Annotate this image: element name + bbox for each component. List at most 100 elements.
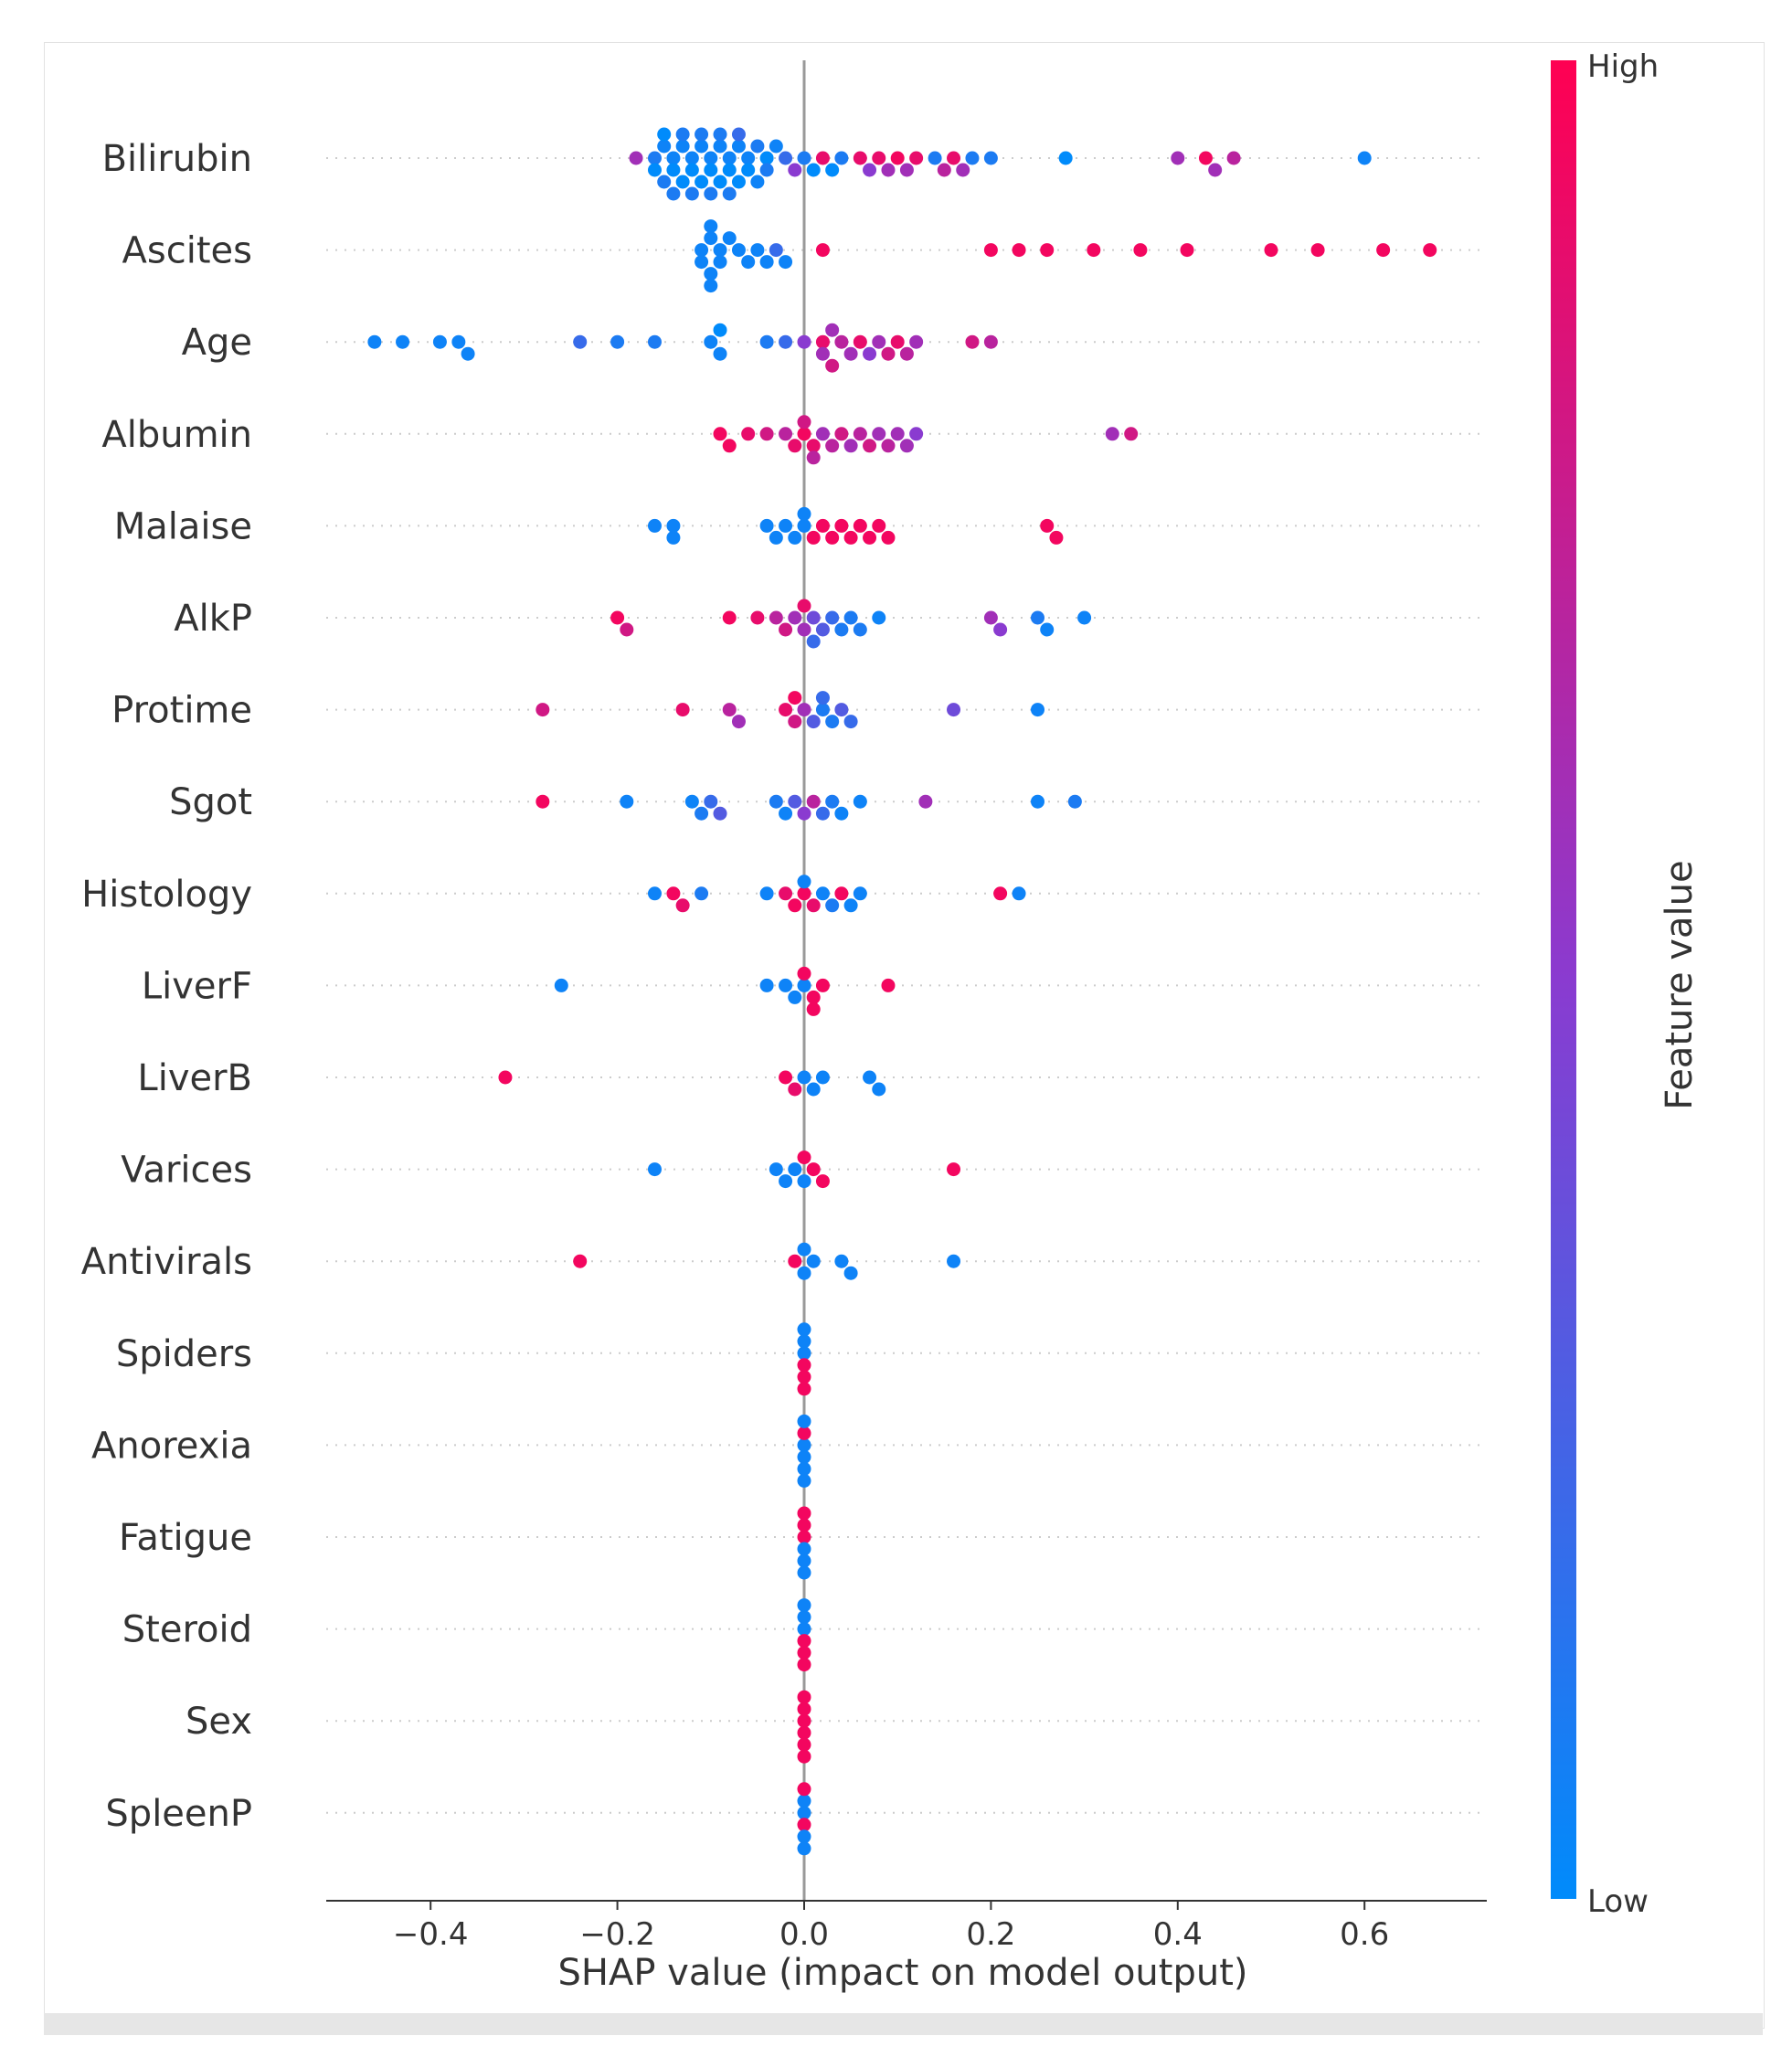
feature-label-sgot: Sgot: [169, 781, 252, 823]
shap-dot-fatigue: [797, 1506, 811, 1521]
shap-dot-protime: [947, 703, 961, 717]
figure-frame: [44, 42, 1765, 2029]
shap-dot-histology: [806, 898, 821, 913]
feature-label-spleenp: SpleenP: [105, 1793, 252, 1835]
shap-dot-ascites: [1133, 243, 1148, 258]
shap-dot-age: [713, 346, 727, 361]
shap-dot-bilirubin: [666, 186, 681, 201]
shap-dot-bilirubin: [684, 151, 699, 165]
shap-dot-sex: [797, 1749, 811, 1764]
shap-dot-liverf: [797, 978, 811, 992]
shap-dot-liverb: [863, 1070, 877, 1085]
shap-dot-sgot: [834, 806, 849, 821]
shap-dot-malaise: [788, 530, 802, 545]
shap-dot-albumin: [1124, 427, 1139, 441]
shap-dot-bilirubin: [629, 151, 643, 165]
shap-dot-bilirubin: [722, 186, 737, 201]
feature-label-liverf: LiverF: [142, 965, 252, 1007]
shap-dot-antivirals: [797, 1266, 811, 1280]
shap-dot-histology: [695, 886, 709, 901]
shap-dot-antivirals: [806, 1254, 821, 1268]
shap-dot-liverf: [759, 978, 774, 992]
shap-dot-steroid: [797, 1634, 811, 1649]
shap-dot-bilirubin: [853, 151, 867, 165]
shap-dot-bilirubin: [713, 139, 727, 154]
shap-dot-anorexia: [797, 1461, 811, 1476]
colorbar-high-label: High: [1587, 48, 1659, 85]
shap-dot-ascites: [759, 255, 774, 270]
shap-dot-ascites: [713, 243, 727, 258]
shap-dot-varices: [788, 1162, 802, 1177]
shap-dot-malaise: [769, 530, 783, 545]
shap-dot-antivirals: [788, 1254, 802, 1268]
shap-dot-alkp: [722, 610, 737, 625]
shap-dot-protime: [779, 703, 793, 717]
shap-dot-liverb: [806, 1082, 821, 1097]
feature-labels: Bilirubin Ascites Age Albumin Malaise AlkP Pro…: [81, 138, 252, 1835]
shap-dot-ascites: [1040, 243, 1055, 258]
shap-dot-liverf: [881, 978, 896, 992]
shap-dot-malaise: [872, 518, 886, 533]
shap-dot-albumin: [806, 451, 821, 465]
feature-label-histology: Histology: [81, 874, 252, 916]
shap-dot-alkp: [797, 599, 811, 613]
shap-dot-sex: [797, 1725, 811, 1740]
shap-dot-age: [890, 334, 905, 349]
shap-dot-histology: [779, 886, 793, 901]
shap-dot-protime: [806, 715, 821, 729]
shap-dot-histology: [797, 886, 811, 901]
shap-dot-fatigue: [797, 1518, 811, 1532]
shap-dot-age: [843, 346, 858, 361]
shap-dot-sgot: [788, 794, 802, 809]
shap-dot-bilirubin: [657, 127, 672, 142]
shap-dot-histology: [797, 875, 811, 889]
shap-dot-histology: [834, 886, 849, 901]
shap-dot-anorexia: [797, 1426, 811, 1440]
shap-dot-protime: [535, 703, 550, 717]
shap-dot-malaise: [1040, 518, 1055, 533]
shap-dot-sgot: [704, 794, 718, 809]
shap-dot-anorexia: [797, 1437, 811, 1452]
shap-dot-ascites: [704, 231, 718, 246]
shap-dot-alkp: [983, 610, 998, 625]
shap-dot-liverb: [788, 1082, 802, 1097]
shap-dot-age: [610, 334, 625, 349]
x-tick-label: 0.6: [1340, 1916, 1389, 1953]
shap-dot-albumin: [759, 427, 774, 441]
shap-dot-malaise: [825, 530, 840, 545]
shap-dot-bilirubin: [722, 151, 737, 165]
feature-label-ascites: Ascites: [122, 230, 252, 272]
shap-dot-alkp: [872, 610, 886, 625]
colorbar-low-label: Low: [1587, 1883, 1649, 1920]
shap-dot-age: [759, 334, 774, 349]
shap-dot-sgot: [806, 794, 821, 809]
shap-dot-malaise: [843, 530, 858, 545]
shap-dot-bilirubin: [731, 175, 746, 189]
shap-dot-spleenp: [797, 1829, 811, 1844]
feature-guide-lines: [326, 157, 1487, 1814]
shap-dot-age: [713, 323, 727, 337]
scrollbar-track[interactable]: [44, 2013, 1763, 2035]
shap-dot-bilirubin: [675, 139, 690, 154]
shap-dot-age: [853, 334, 867, 349]
shap-dot-bilirubin: [684, 186, 699, 201]
shap-dot-age: [396, 334, 410, 349]
shap-dot-ascites: [695, 243, 709, 258]
shap-dot-spleenp: [797, 1806, 811, 1820]
shap-dot-bilirubin: [956, 163, 970, 177]
shap-dot-bilirubin: [1058, 151, 1073, 165]
shap-dot-age: [909, 334, 924, 349]
shap-dot-bilirubin: [834, 151, 849, 165]
shap-dot-alkp: [620, 622, 634, 637]
shap-dot-fatigue: [797, 1542, 811, 1556]
shap-dot-bilirubin: [731, 127, 746, 142]
shap-dot-varices: [797, 1174, 811, 1189]
shap-dot-alkp: [769, 610, 783, 625]
shap-dot-histology: [843, 898, 858, 913]
shap-dot-ascites: [769, 243, 783, 258]
shap-dot-sgot: [918, 794, 933, 809]
shap-dot-spiders: [797, 1370, 811, 1384]
shap-dot-ascites: [704, 267, 718, 281]
shap-dot-spiders: [797, 1322, 811, 1337]
shap-dot-malaise: [797, 518, 811, 533]
